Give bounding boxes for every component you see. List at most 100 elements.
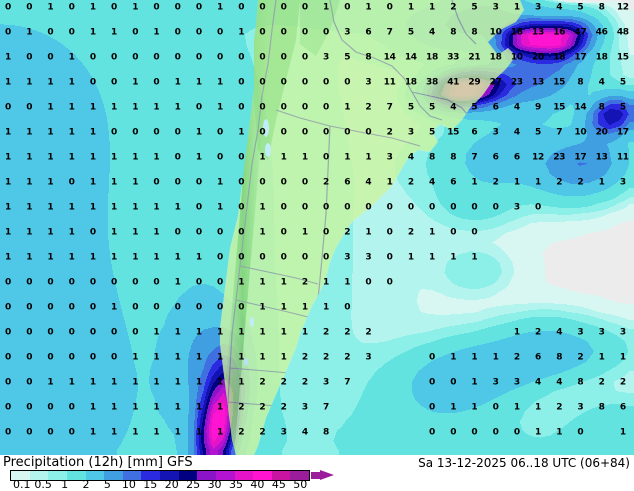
- grid-value: 0: [26, 377, 33, 388]
- grid-value: 2: [365, 327, 372, 338]
- grid-value: 1: [217, 102, 223, 113]
- grid-value: 1: [5, 252, 11, 263]
- grid-value: 15: [447, 127, 460, 138]
- grid-value: 0: [5, 102, 11, 113]
- tick-label-45: 45: [271, 478, 286, 491]
- grid-value: 1: [174, 427, 181, 438]
- grid-value: 1: [535, 177, 541, 188]
- grid-value: 1: [471, 252, 478, 263]
- grid-value: 1: [26, 77, 33, 88]
- precipitation-map[interactable]: 0 0 1 0 1 0 1 0 0 0 1 0 0 0 0 1 0 1 0 1 1 2 5 3 1 3 4 5 8 1 2 0 1 0 0 1 1 0 1 0…: [0, 0, 634, 455]
- grid-value: 4: [301, 427, 308, 438]
- grid-value: 0: [5, 402, 11, 413]
- grid-value: 18: [595, 52, 608, 63]
- grid-value: 5: [619, 77, 626, 88]
- grid-value: 0: [153, 77, 160, 88]
- color-swatch-6: [122, 471, 142, 480]
- grid-value: 0: [471, 227, 478, 238]
- grid-value: 15: [553, 102, 566, 113]
- grid-value: 1: [217, 327, 223, 338]
- grid-value: 0: [26, 352, 33, 363]
- grid-value: 18: [510, 27, 523, 38]
- grid-value: 0: [450, 377, 457, 388]
- grid-value: 1: [132, 77, 139, 88]
- grid-value: 14: [404, 52, 417, 63]
- grid-value: 1: [407, 252, 414, 263]
- grid-value: 1: [492, 352, 499, 363]
- grid-value: 0: [238, 102, 245, 113]
- grid-value: 29: [468, 77, 481, 88]
- grid-value: 17: [574, 52, 587, 63]
- grid-value: 7: [471, 152, 478, 163]
- grid-value: 1: [195, 377, 202, 388]
- grid-value: 0: [238, 252, 245, 263]
- grid-value: 0: [68, 27, 75, 38]
- grid-value: 1: [132, 377, 139, 388]
- color-scale-ticks: 0.1 0.5 1 2 5 10 15 20 25 30 35 40 45 50: [0, 478, 330, 491]
- grid-value: 1: [174, 102, 181, 113]
- grid-value: 1: [217, 2, 223, 13]
- precipitation-layer: [0, 0, 634, 455]
- grid-value: 1: [259, 202, 266, 213]
- grid-value: 48: [616, 27, 629, 38]
- grid-value: 6: [471, 127, 478, 138]
- grid-value: 1: [217, 202, 223, 213]
- grid-value: 2: [301, 377, 308, 388]
- grid-value: 0: [344, 127, 351, 138]
- grid-value: 1: [47, 202, 54, 213]
- grid-value: 18: [489, 52, 502, 63]
- grid-value: 7: [323, 402, 329, 413]
- tick-label-1: 1: [61, 478, 69, 491]
- grid-value: 0: [89, 227, 96, 238]
- grid-value: 8: [577, 77, 584, 88]
- grid-value: 1: [153, 152, 160, 163]
- grid-value: 0: [47, 427, 54, 438]
- grid-value: 3: [301, 402, 308, 413]
- grid-value: 0: [132, 27, 139, 38]
- grid-value: 1: [68, 77, 75, 88]
- grid-value: 0: [301, 252, 308, 263]
- grid-value: 0: [68, 302, 75, 313]
- grid-value: 1: [111, 377, 117, 388]
- grid-value: 0: [280, 102, 287, 113]
- grid-value: 0: [386, 277, 393, 288]
- grid-value: 0: [89, 327, 96, 338]
- grid-value: 0: [47, 27, 54, 38]
- grid-value-labels: 0 0 1 0 1 0 1 0 0 0 1 0 0 0 0 1 0 1 0 1 1 2 5 3 1 3 4 5 8 1 2 0 1 0 0 1 1 0 1 0…: [5, 2, 629, 438]
- grid-value: 1: [5, 77, 11, 88]
- grid-value: 1: [68, 152, 75, 163]
- grid-value: 0: [5, 277, 11, 288]
- grid-value: 1: [5, 177, 11, 188]
- grid-value: 0: [513, 427, 520, 438]
- grid-value: 1: [344, 277, 351, 288]
- grid-value: 1: [238, 277, 245, 288]
- valid-time-label: Sa 13-12-2025 06..18 UTC (06+84): [418, 456, 630, 470]
- grid-value: 1: [26, 27, 33, 38]
- grid-value: 0: [111, 2, 117, 13]
- grid-value: 0: [111, 77, 117, 88]
- grid-value: 4: [429, 177, 435, 188]
- grid-value: 0: [450, 427, 457, 438]
- grid-value: 0: [259, 127, 266, 138]
- grid-value: 27: [489, 77, 502, 88]
- grid-value: 3: [344, 27, 351, 38]
- grid-value: 1: [68, 102, 75, 113]
- grid-value: 1: [195, 327, 202, 338]
- grid-value: 1: [111, 427, 117, 438]
- grid-value: 0: [26, 52, 33, 63]
- color-scale: [10, 470, 334, 481]
- grid-value: 1: [280, 352, 287, 363]
- grid-value: 1: [280, 152, 287, 163]
- grid-value: 0: [153, 127, 160, 138]
- grid-value: 5: [429, 127, 435, 138]
- grid-value: 1: [47, 227, 54, 238]
- grid-value: 1: [132, 177, 139, 188]
- grid-value: 3: [280, 427, 287, 438]
- tick-label-15: 15: [143, 478, 158, 491]
- grid-value: 1: [111, 227, 117, 238]
- grid-value: 0: [259, 2, 266, 13]
- grid-value: 1: [365, 152, 372, 163]
- grid-value: 0: [68, 327, 75, 338]
- grid-value: 1: [238, 352, 245, 363]
- grid-value: 1: [471, 402, 478, 413]
